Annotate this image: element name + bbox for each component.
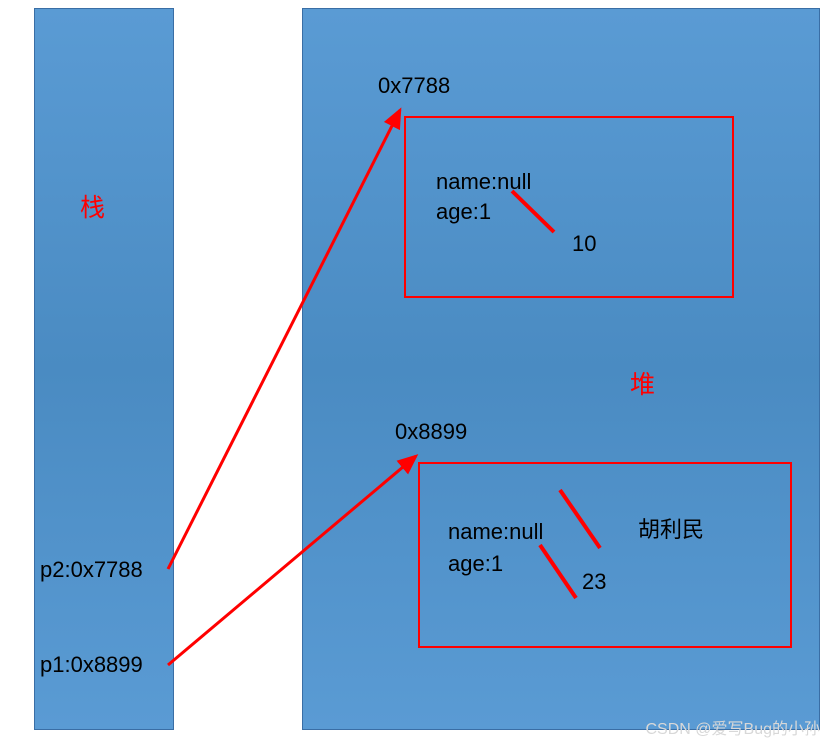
obj2-name-line: name:null xyxy=(448,520,543,544)
stack-p2-text: p2:0x7788 xyxy=(40,558,143,582)
obj2-age-line: age:1 xyxy=(448,552,503,576)
stack-p1-text: p1:0x8899 xyxy=(40,653,143,677)
obj2-address: 0x8899 xyxy=(395,420,467,444)
stack-panel xyxy=(34,8,174,730)
heap-label: 堆 xyxy=(630,372,655,400)
obj2-new-name: 胡利民 xyxy=(638,518,704,542)
stack-label: 栈 xyxy=(80,195,105,223)
obj1-age-line: age:1 xyxy=(436,200,491,224)
obj1-name-line: name:null xyxy=(436,170,531,194)
obj2-new-age: 23 xyxy=(582,570,606,594)
obj1-address: 0x7788 xyxy=(378,74,450,98)
watermark: CSDN @爱写Bug的小孙 xyxy=(646,715,821,739)
obj1-new-age: 10 xyxy=(572,232,596,256)
